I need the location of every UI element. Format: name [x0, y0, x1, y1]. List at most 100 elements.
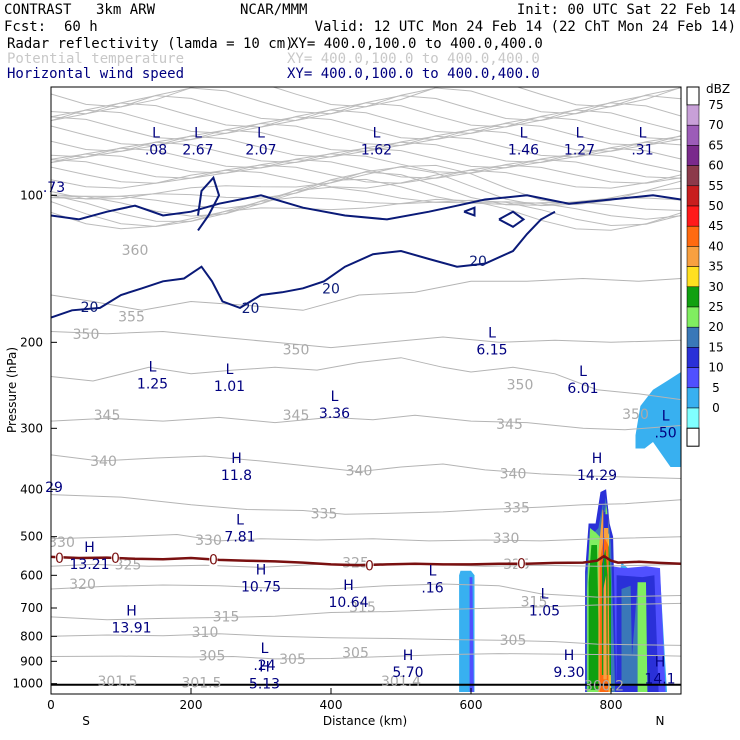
- theta-contour-upper: [51, 153, 681, 174]
- theta-label: 305: [279, 652, 306, 668]
- colorbar-swatch: [686, 165, 700, 187]
- colorbar-level-label: 20: [708, 320, 723, 334]
- theta-label: 315: [213, 610, 240, 626]
- pressure-center-value: .73: [43, 180, 65, 196]
- theta-label: 350: [622, 407, 649, 423]
- pressure-center-letter: L: [373, 126, 381, 142]
- pressure-center-letter: L: [236, 512, 244, 528]
- theta-contour: [51, 583, 681, 598]
- pressure-center-letter: L: [541, 586, 549, 602]
- theta-label: 340: [90, 454, 117, 470]
- pressure-center-letter: L: [579, 364, 587, 380]
- y-axis-label: Pressure (hPa): [5, 347, 19, 433]
- pressure-center-letter: H: [655, 655, 666, 671]
- colorbar-swatch: [686, 225, 700, 247]
- pressure-center-value: .16: [421, 581, 443, 597]
- pressure-center-value: .31: [631, 143, 653, 159]
- theta-label: 301.4: [381, 674, 421, 690]
- pressure-center-value: 10.64: [328, 595, 368, 611]
- y-tick-label: 600: [20, 568, 43, 582]
- theta-label: 360: [122, 243, 149, 259]
- pressure-center-letter: L: [257, 126, 265, 142]
- plot-frame: [50, 86, 682, 695]
- colorbar-level-label: 75: [708, 98, 723, 112]
- main-top-15dbz: [603, 492, 609, 682]
- field-2-xy: XY= 400.0,100.0 to 400.0,400.0: [287, 51, 540, 67]
- wind-speed-label: 20: [322, 282, 340, 298]
- colorbar-swatch: [686, 145, 700, 166]
- institution-label: NCAR/MMM: [240, 2, 307, 18]
- pressure-center-value: 1.25: [137, 377, 168, 393]
- field-1-name: Radar reflectivity (lamda = 10 cm): [7, 36, 294, 52]
- theta-contour-upper: [51, 171, 681, 209]
- theta-label: 325: [115, 558, 142, 574]
- direction-north: N: [656, 714, 665, 728]
- theta-label: 355: [118, 310, 145, 326]
- colorbar-level-label: 60: [708, 159, 723, 173]
- pressure-center-value: 1.01: [214, 379, 245, 395]
- pressure-center-letter: H: [259, 660, 270, 676]
- theta-label: 350: [283, 343, 310, 359]
- zero-label-bg: [111, 552, 120, 565]
- pressure-center-value: 1.27: [564, 143, 595, 159]
- wind-speed-contour: [51, 210, 556, 319]
- pressure-center-letter: L: [576, 126, 584, 142]
- theta-label: 315: [521, 595, 548, 611]
- pressure-center-value: .24: [253, 658, 275, 674]
- x-tick-label: 400: [320, 698, 343, 712]
- theta-contour: [51, 277, 681, 311]
- wind-speed-contour: [197, 175, 221, 231]
- pressure-center-value: 13.91: [111, 621, 151, 637]
- pressure-center-letter: L: [194, 126, 202, 142]
- colorbar-level-label: 15: [708, 340, 723, 354]
- colorbar-unit: dBZ: [706, 82, 730, 96]
- east-echo-25dbz: [637, 582, 648, 692]
- main-top-25dbz: [605, 504, 608, 515]
- field-2-name: Potential temperature: [7, 51, 184, 67]
- colorbar-level-label: 55: [708, 179, 723, 193]
- pressure-center-letter: H: [256, 563, 267, 579]
- y-tick-label: 1000: [12, 677, 43, 691]
- colorbar-swatch: [686, 326, 700, 348]
- direction-south: S: [82, 714, 90, 728]
- main-core-30dbz: [588, 545, 600, 690]
- colorbar-swatch: [686, 306, 700, 328]
- theta-label: 315: [349, 600, 376, 616]
- pressure-center-letter: H: [592, 451, 603, 467]
- theta-label: 301.5: [181, 676, 221, 692]
- pressure-center-value: 5.13: [249, 677, 280, 693]
- pressure-center-letter: L: [149, 360, 157, 376]
- pressure-center-letter: L: [261, 641, 269, 657]
- wind-speed-label: 20: [81, 300, 99, 316]
- theta-contour-upper: [51, 198, 681, 231]
- colorbar-level-label: 25: [708, 300, 723, 314]
- pressure-center-value: 1.62: [361, 143, 392, 159]
- upper-patch-5dbz: [635, 372, 681, 467]
- colorbar-level-label: 5: [712, 381, 720, 395]
- wind-speed-contour: [498, 210, 526, 228]
- pressure-center-layer: .73L.08L2.67L2.07L1.62L1.46L1.27L.31L1.2…: [43, 126, 677, 693]
- theta-label: 301.5: [97, 674, 137, 690]
- theta-label: 345: [283, 408, 310, 424]
- pressure-center-letter: L: [152, 126, 160, 142]
- colorbar-swatch: [686, 387, 700, 409]
- theta-label: 350: [73, 327, 100, 343]
- zero-label-bg: [517, 558, 526, 571]
- pressure-center-letter: H: [403, 648, 414, 664]
- potential-temperature-layer: 360 355 350 350 350 350 345 345 345 340 340 340 335 3…: [51, 87, 681, 694]
- theta-label: 350: [507, 377, 534, 393]
- x-axis-label: Distance (km): [323, 714, 407, 728]
- theta-contour-upper: [51, 169, 681, 189]
- pressure-center-value: 14.29: [577, 468, 617, 484]
- colorbar-bottom-cap: [686, 427, 700, 447]
- theta-contour: [51, 414, 681, 431]
- colorbar-level-label: 40: [708, 239, 723, 253]
- zero-isotherm-line: [51, 554, 681, 567]
- theta-label: 320: [69, 577, 96, 593]
- theta-label: 340: [500, 467, 527, 483]
- y-tick-label: 500: [20, 530, 43, 544]
- theta-label: 345: [94, 408, 121, 424]
- pressure-center-value: 1.46: [508, 143, 539, 159]
- colorbar-swatch: [686, 205, 700, 227]
